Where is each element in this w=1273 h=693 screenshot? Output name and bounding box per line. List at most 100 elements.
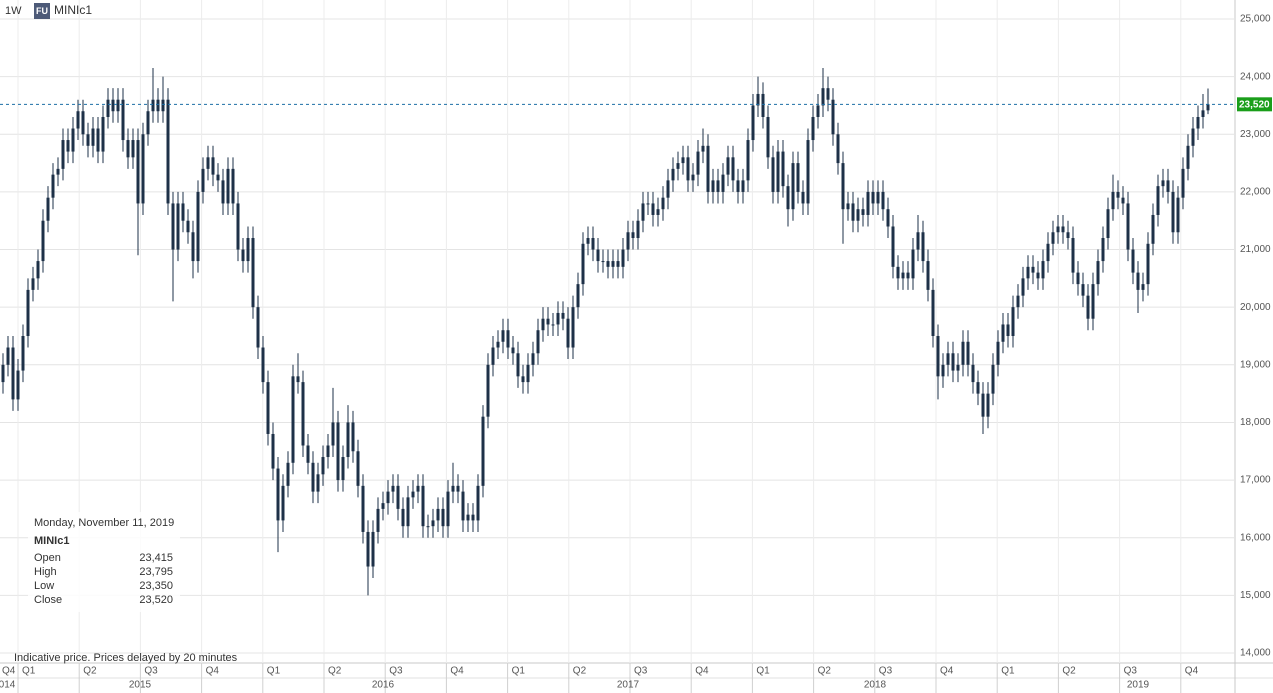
candle-body	[1041, 261, 1045, 279]
candle-body	[996, 341, 1000, 365]
candle-body	[336, 422, 340, 481]
candle-body	[701, 145, 705, 152]
candle-body	[551, 324, 555, 326]
candle-body	[541, 318, 545, 331]
candle-body	[526, 364, 530, 383]
candle-body	[271, 433, 275, 469]
candle-body	[1181, 168, 1185, 198]
candle-body	[606, 261, 610, 267]
candle-body	[671, 168, 675, 181]
candle-body	[1031, 266, 1035, 273]
candle-body	[351, 422, 355, 452]
candle-body	[426, 526, 430, 528]
candle-body	[1166, 180, 1170, 192]
candle-body	[56, 168, 60, 175]
candle-body	[251, 238, 255, 308]
candle-body	[676, 163, 680, 169]
candle-body	[926, 261, 930, 290]
candle-body	[226, 168, 230, 204]
candle-body	[641, 203, 645, 221]
candle-body	[136, 140, 140, 204]
candle-body	[911, 249, 915, 279]
candle-body	[121, 99, 125, 141]
candle-body	[571, 307, 575, 348]
y-tick-label: 15,000	[1240, 590, 1271, 601]
candle-body	[1006, 324, 1010, 336]
info-panel	[28, 512, 180, 612]
candle-body	[806, 140, 810, 204]
candle-body	[1191, 128, 1195, 146]
candle-body	[141, 134, 145, 204]
candle-body	[631, 232, 635, 239]
candle-body	[836, 134, 840, 164]
candle-body	[216, 174, 220, 181]
candle-body	[76, 111, 80, 129]
candle-body	[1101, 238, 1105, 262]
candle-body	[156, 99, 160, 112]
candle-body	[586, 238, 590, 244]
candle-body	[816, 105, 820, 117]
candle-body	[1071, 238, 1075, 273]
candle-body	[966, 341, 970, 365]
candle-body	[376, 508, 380, 532]
y-tick-label: 16,000	[1240, 532, 1271, 543]
candle-body	[286, 462, 290, 486]
candle-body	[1081, 284, 1085, 296]
candle-body	[651, 203, 655, 215]
candle-body	[871, 191, 875, 204]
candle-body	[596, 249, 600, 262]
candle-body	[161, 99, 165, 112]
x-tick-label: Q2	[573, 666, 587, 677]
candle-body	[151, 99, 155, 112]
candle-body	[1111, 191, 1115, 210]
overlay: 1W FU MINIc1 Monday, November 11, 2019 M…	[0, 3, 1272, 691]
candle-body	[666, 180, 670, 198]
candle-body	[1106, 209, 1110, 239]
candle-body	[486, 364, 490, 417]
last-price-box	[1237, 97, 1272, 112]
candle-body	[231, 168, 235, 204]
candle-body	[976, 382, 980, 394]
candle-body	[1091, 284, 1095, 319]
x-tick-label: Q1	[267, 666, 281, 677]
candle-body	[1206, 104, 1210, 111]
candle-body	[946, 353, 950, 365]
candle-body	[856, 209, 860, 221]
interval[interactable]: 1W	[5, 5, 22, 17]
candle-body	[751, 105, 755, 141]
candle-body	[981, 393, 985, 417]
candle-body	[931, 289, 935, 336]
candle-body	[61, 140, 65, 169]
y-tick-label: 19,000	[1240, 359, 1271, 370]
candle-body	[511, 347, 515, 354]
x-tick-label: Q4	[695, 666, 709, 677]
candle-body	[1116, 191, 1120, 198]
candle-body	[481, 416, 485, 486]
candle-body	[31, 278, 35, 290]
candle-body	[1036, 272, 1040, 279]
candle-body	[476, 485, 480, 521]
candle-body	[36, 261, 40, 279]
symbol[interactable]: MINIc1	[54, 3, 92, 17]
year-label: 2019	[1127, 680, 1150, 691]
candle-body	[1066, 232, 1070, 239]
x-tick-label: Q4	[940, 666, 954, 677]
candle-body	[241, 249, 245, 262]
candle-body	[66, 140, 70, 152]
candle-body	[591, 238, 595, 250]
x-tick-label: Q4	[206, 666, 220, 677]
info-label: Low	[34, 580, 54, 592]
candle-body	[691, 174, 695, 181]
info-value: 23,520	[139, 594, 173, 606]
candle-body	[436, 508, 440, 521]
candle-body	[466, 514, 470, 521]
candle-body	[546, 318, 550, 325]
candle-body	[1146, 243, 1150, 285]
candle-body	[306, 445, 310, 463]
candle-body	[246, 238, 250, 262]
candle-body	[706, 145, 710, 192]
x-tick-label: Q4	[1185, 666, 1199, 677]
year-label: 2015	[129, 680, 152, 691]
candle-body	[761, 93, 765, 117]
candle-body	[16, 370, 20, 400]
